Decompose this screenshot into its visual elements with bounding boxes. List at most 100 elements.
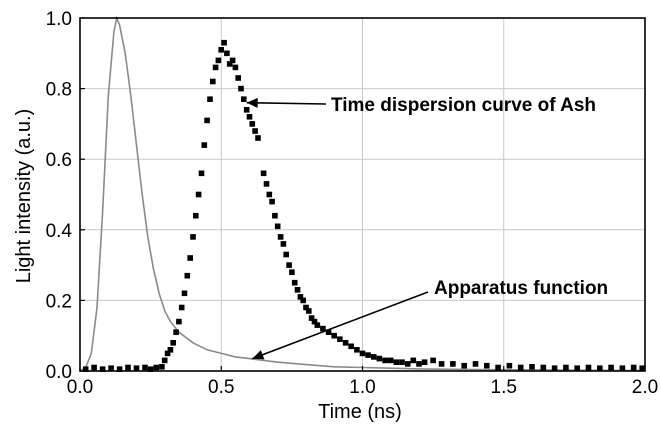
data-point: [116, 366, 123, 372]
data-point: [82, 366, 89, 372]
data-point: [269, 198, 275, 205]
data-point: [365, 352, 371, 358]
data-point: [99, 366, 106, 372]
y-tick-label: 0.0: [46, 362, 72, 383]
data-point: [393, 359, 400, 365]
data-point: [235, 75, 241, 81]
data-point: [410, 357, 417, 364]
data-point: [331, 332, 337, 339]
x-tick-label: 0.5: [208, 377, 234, 398]
data-point: [438, 361, 445, 367]
data-point: [198, 170, 205, 177]
data-point: [277, 234, 284, 240]
data-point: [221, 39, 227, 46]
data-point: [170, 340, 176, 346]
data-point: [147, 366, 154, 372]
data-point: [348, 343, 354, 350]
y-axis-label: Light intensity (a.u.): [13, 109, 35, 284]
data-point: [416, 361, 422, 367]
x-tick-label: 1.5: [491, 377, 517, 398]
y-tick-label: 0.8: [46, 80, 72, 101]
data-point: [176, 318, 182, 325]
data-point: [574, 365, 580, 371]
arrowhead-icon: [252, 350, 265, 360]
data-point: [187, 255, 193, 261]
annotation-arrow-time-dispersion: [246, 101, 327, 105]
annotation-apparatus-function: Apparatus function: [434, 278, 608, 299]
data-point: [484, 362, 490, 369]
data-point: [387, 357, 394, 364]
data-point: [159, 364, 165, 370]
data-point: [238, 85, 244, 92]
data-point: [297, 294, 304, 300]
y-tick-label: 0.2: [46, 291, 72, 312]
data-point: [563, 364, 569, 371]
data-point: [108, 365, 114, 371]
apparatus-function-line: [79, 15, 646, 372]
data-point: [630, 364, 637, 371]
x-tick-label: 2.0: [632, 377, 658, 398]
data-point: [382, 357, 388, 364]
data-point: [608, 364, 614, 371]
data-point: [142, 364, 148, 371]
grid: [79, 17, 646, 372]
data-point: [283, 251, 289, 258]
data-point: [133, 365, 140, 371]
x-tick-label: 1.0: [349, 377, 375, 398]
data-point: [181, 290, 188, 297]
data-point: [232, 64, 239, 71]
data-point: [215, 57, 222, 64]
data-point: [241, 96, 247, 102]
data-point: [161, 357, 168, 364]
data-point: [311, 318, 318, 325]
data-point: [354, 347, 360, 353]
data-point: [337, 336, 343, 342]
data-point: [255, 135, 261, 141]
y-tick-label: 0.6: [46, 150, 72, 171]
data-point: [289, 269, 295, 275]
data-point: [495, 364, 501, 371]
data-point: [619, 365, 626, 371]
data-point: [306, 308, 312, 314]
data-point: [506, 362, 513, 369]
data-point: [246, 114, 253, 120]
data-point: [272, 212, 278, 219]
data-point: [585, 364, 592, 371]
arrowhead-icon: [246, 97, 258, 108]
y-tick-label: 1.0: [46, 9, 72, 30]
data-point: [639, 365, 645, 371]
data-point: [201, 142, 208, 148]
data-point: [450, 361, 456, 367]
data-point: [218, 47, 224, 53]
data-point: [260, 170, 267, 177]
apparatus-function-series: [79, 15, 646, 372]
data-point: [461, 362, 467, 369]
data-point: [399, 359, 405, 365]
data-point: [291, 279, 298, 286]
annotation-time-dispersion: Time dispersion curve of Ash: [331, 95, 596, 116]
data-point: [371, 354, 377, 360]
data-point: [597, 365, 603, 371]
data-point: [173, 329, 179, 335]
data-point: [540, 364, 547, 371]
data-point: [164, 350, 171, 357]
data-point: [195, 191, 202, 198]
data-point: [190, 234, 196, 240]
data-point: [91, 364, 97, 371]
data-point: [243, 107, 250, 113]
data-point: [193, 212, 199, 219]
data-point: [229, 57, 236, 64]
data-point: [210, 78, 216, 85]
data-point: [266, 191, 273, 198]
data-point: [529, 364, 535, 370]
data-point: [125, 364, 131, 371]
x-axis-label: Time (ns): [318, 401, 402, 423]
data-point: [207, 96, 213, 102]
data-point: [342, 340, 349, 346]
data-point: [404, 361, 411, 367]
x-axis-ticks: 0.0 0.5 1.0 1.5 2.0: [67, 366, 658, 398]
data-point: [252, 128, 258, 134]
data-point: [320, 325, 326, 332]
data-point: [303, 304, 309, 311]
data-point: [184, 272, 191, 279]
